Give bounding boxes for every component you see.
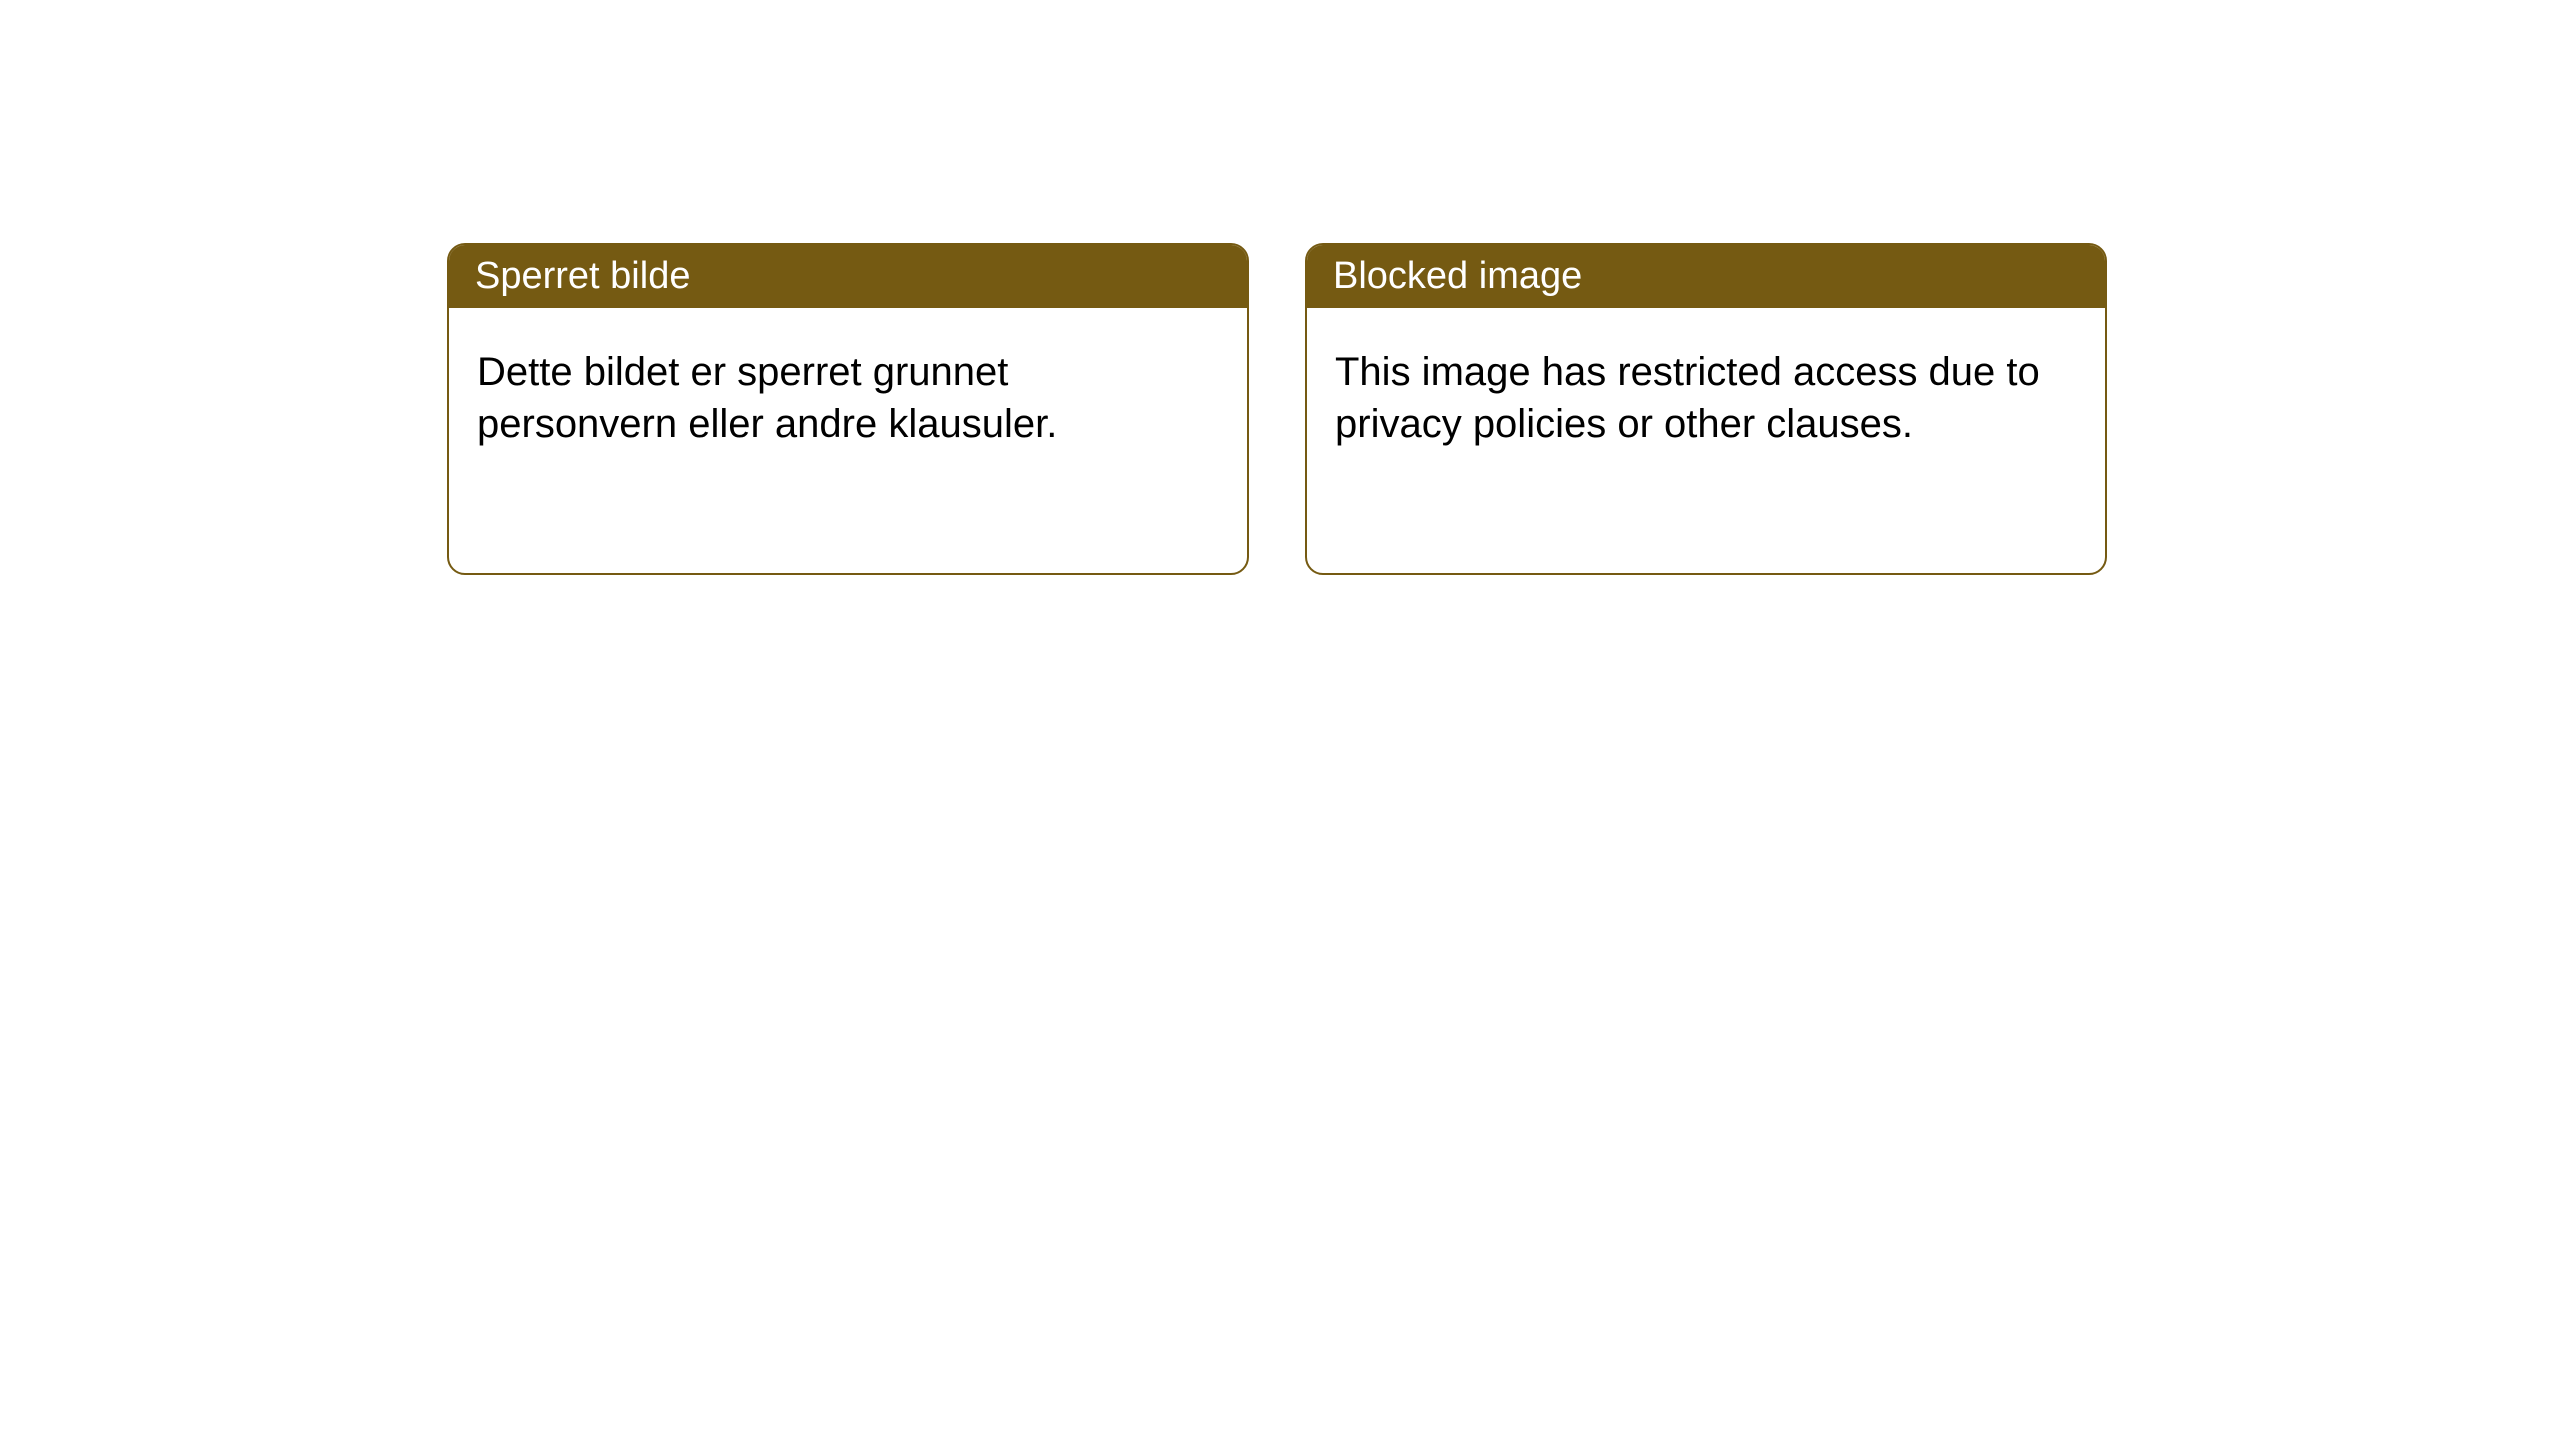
card-text-en: This image has restricted access due to … (1335, 350, 2040, 446)
card-title-no: Sperret bilde (475, 255, 690, 297)
card-header-en: Blocked image (1307, 245, 2105, 308)
notice-card-no: Sperret bilde Dette bildet er sperret gr… (447, 243, 1249, 575)
card-body-en: This image has restricted access due to … (1307, 308, 2105, 488)
card-text-no: Dette bildet er sperret grunnet personve… (477, 350, 1057, 446)
card-body-no: Dette bildet er sperret grunnet personve… (449, 308, 1247, 488)
notice-container: Sperret bilde Dette bildet er sperret gr… (0, 0, 2560, 575)
notice-card-en: Blocked image This image has restricted … (1305, 243, 2107, 575)
card-title-en: Blocked image (1333, 255, 1582, 297)
card-header-no: Sperret bilde (449, 245, 1247, 308)
